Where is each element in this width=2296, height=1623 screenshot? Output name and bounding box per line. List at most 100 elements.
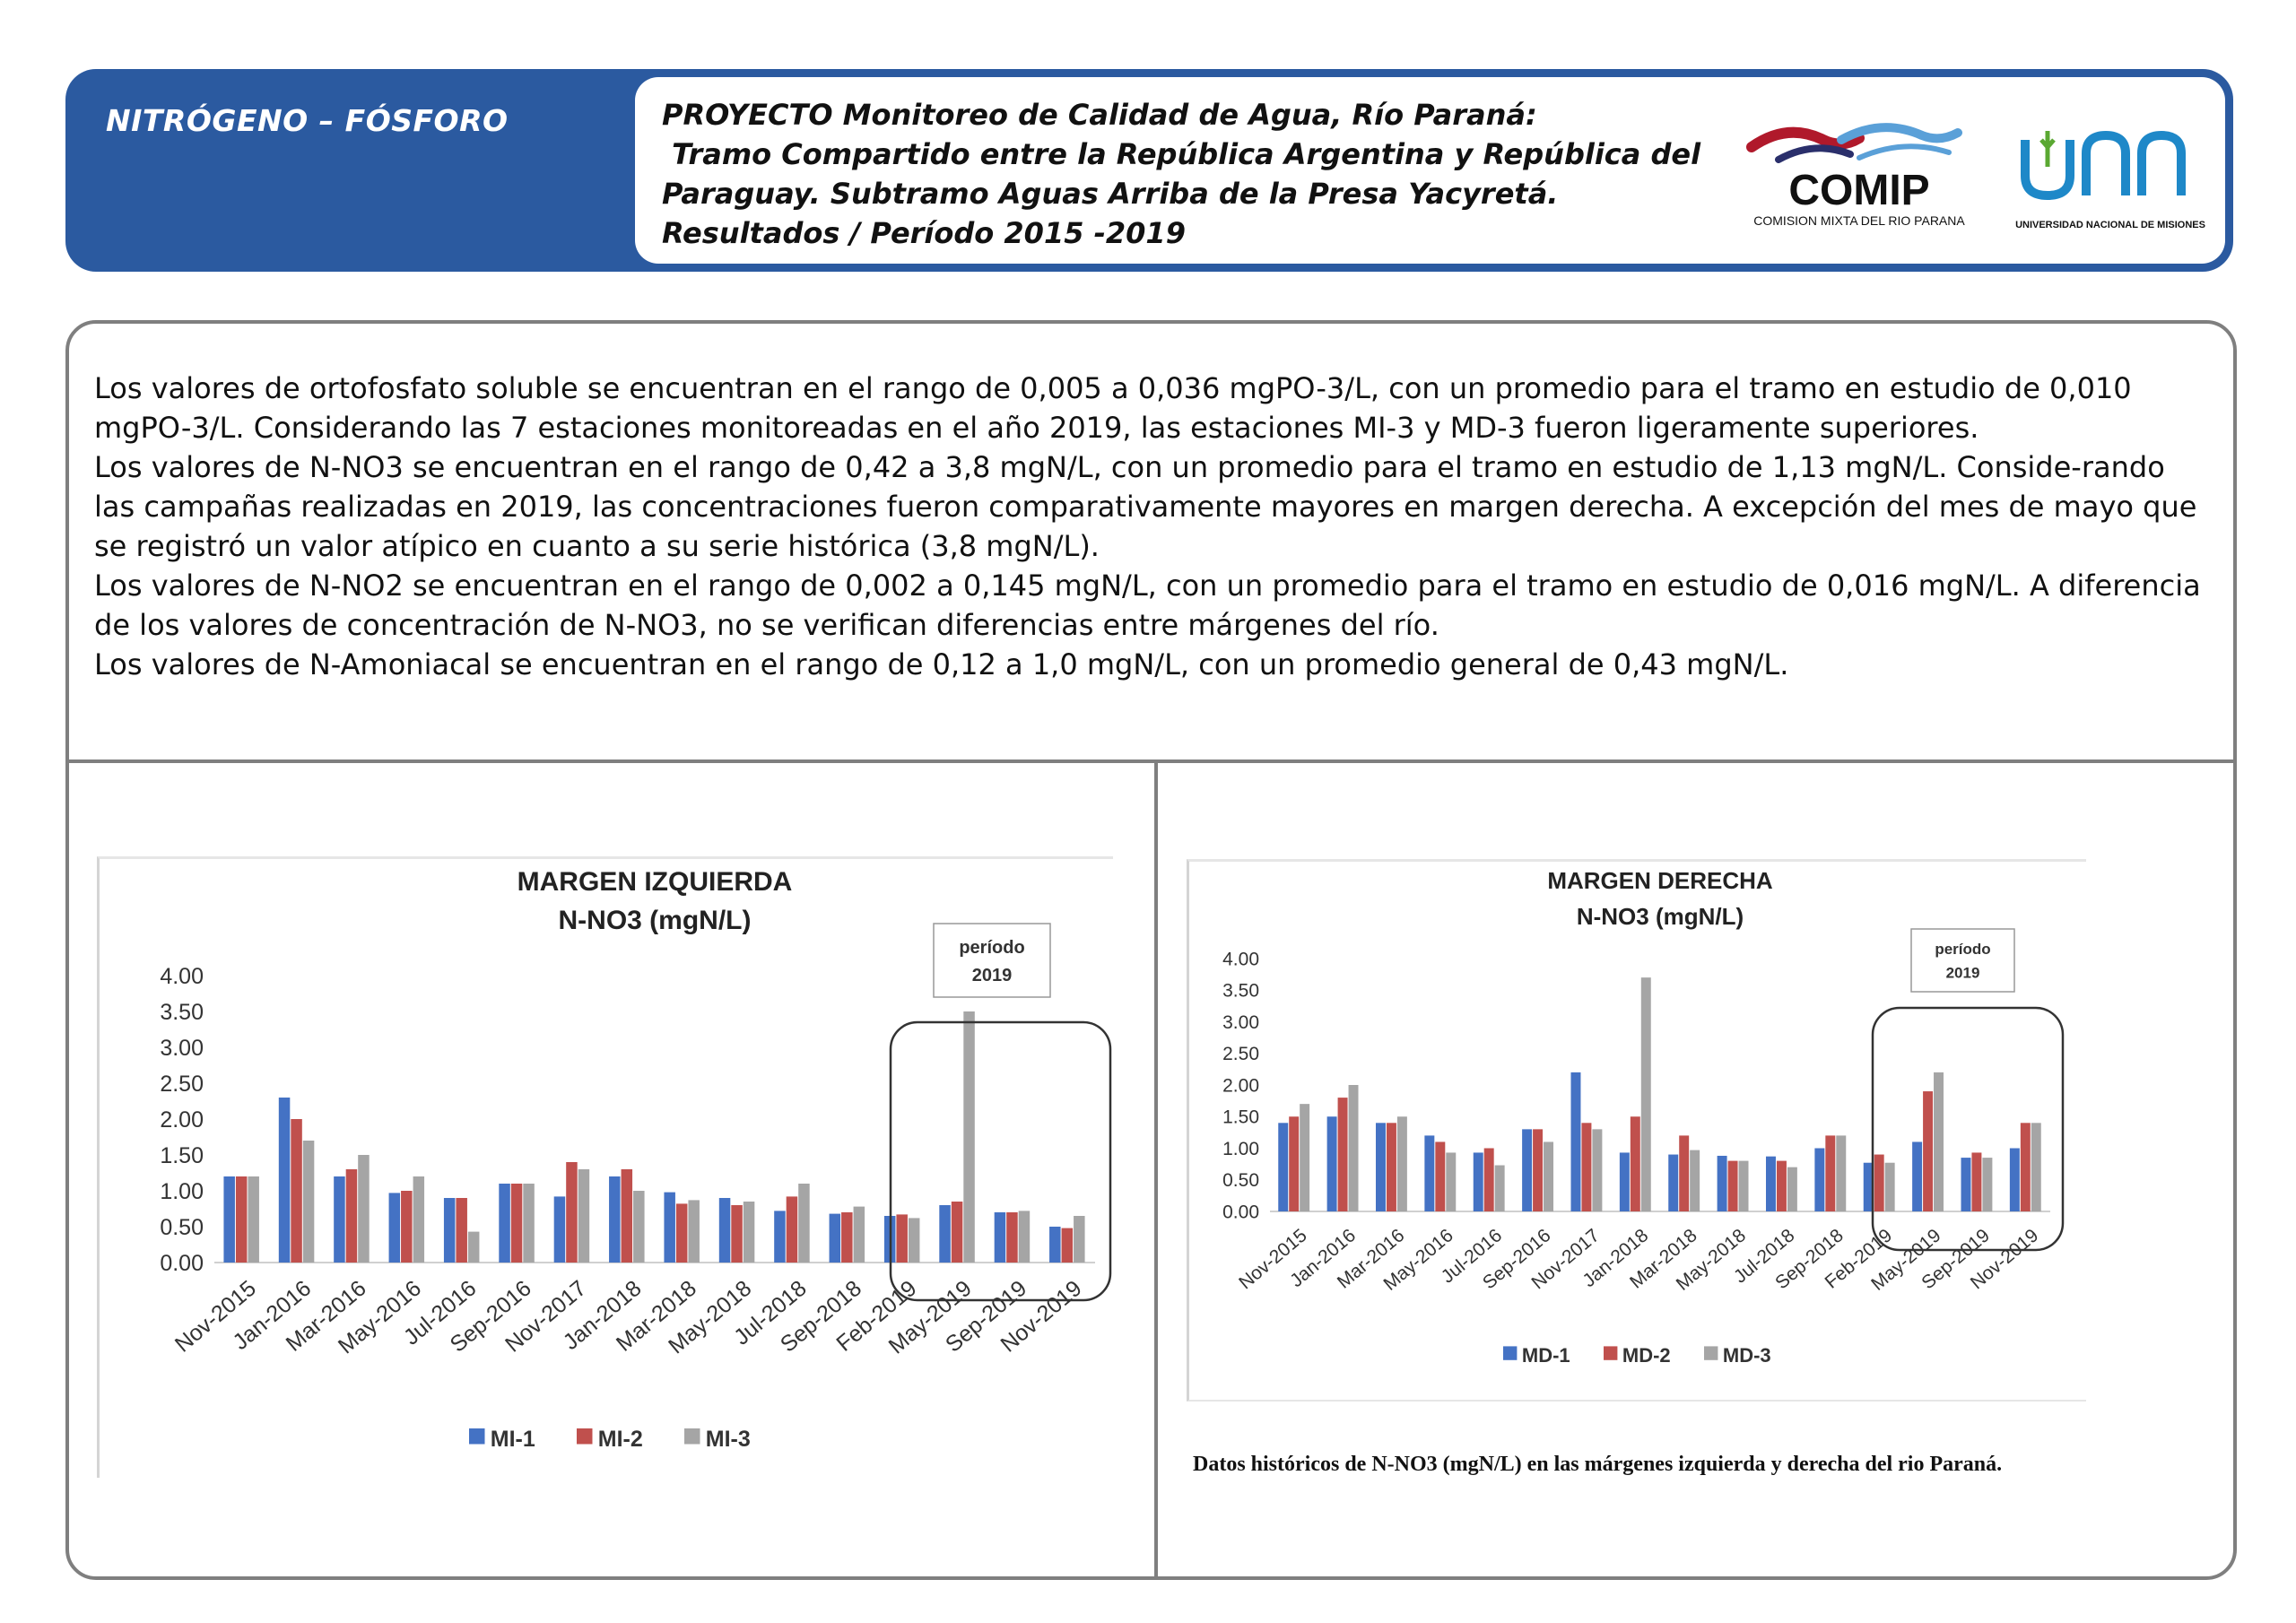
- bar-mi-2: [675, 1203, 688, 1263]
- y-tick-label: 1.00: [1222, 1139, 1259, 1159]
- chart-subtitle: N-NO3 (mgN/L): [559, 906, 752, 935]
- y-tick-label: 2.00: [1222, 1075, 1259, 1096]
- bar-mi-1: [829, 1213, 841, 1263]
- bar-md-3: [1787, 1167, 1797, 1211]
- legend-label: MI-2: [598, 1427, 643, 1452]
- bar-mi-1: [334, 1176, 345, 1263]
- bar-md-2: [1386, 1123, 1396, 1211]
- bar-mi-3: [633, 1191, 645, 1263]
- y-tick-label: 0.50: [1222, 1170, 1259, 1191]
- bar-mi-3: [1074, 1216, 1085, 1263]
- bar-md-3: [1446, 1152, 1457, 1211]
- bar-md-1: [1619, 1152, 1630, 1211]
- bar-mi-2: [566, 1162, 578, 1263]
- bar-mi-2: [401, 1191, 413, 1263]
- bar-mi-2: [841, 1212, 853, 1263]
- paragraph-ortofosfato: Los valores de ortofosfato soluble se en…: [94, 371, 2132, 445]
- bar-md-1: [1765, 1156, 1776, 1211]
- bar-md-2: [1727, 1160, 1738, 1211]
- bar-md-2: [1923, 1091, 1934, 1211]
- bar-md-2: [2020, 1123, 2031, 1211]
- bar-mi-2: [621, 1169, 633, 1263]
- y-tick-label: 0.00: [160, 1251, 204, 1276]
- vertical-divider: [1154, 761, 1158, 1576]
- chart-title: MARGEN IZQUIERDA: [517, 867, 793, 897]
- bar-md-3: [1982, 1158, 1993, 1211]
- y-tick-label: 1.00: [160, 1179, 204, 1204]
- bar-md-3: [1396, 1116, 1407, 1211]
- y-tick-label: 2.50: [160, 1072, 204, 1097]
- y-tick-label: 0.50: [160, 1215, 204, 1240]
- period-2019-note-box: [933, 923, 1051, 998]
- y-tick-label: 4.00: [1222, 949, 1259, 969]
- period-2019-note-box: [1910, 928, 2015, 993]
- bar-md-2: [1483, 1148, 1494, 1211]
- header-band: NITRÓGENO – FÓSFORO PROYECTO Monitoreo d…: [65, 69, 2233, 272]
- chart-margen-izquierda: MARGEN IZQUIERDA N-NO3 (mgN/L) 0.00 0.50 1.0…: [97, 856, 1113, 1478]
- project-title-line: PROYECTO Monitoreo de Calidad de Agua, R…: [662, 98, 1537, 132]
- project-title-line: Resultados / Período 2015 -2019: [662, 216, 1186, 250]
- bar-mi-2: [456, 1198, 467, 1263]
- chart-caption: Datos históricos de N-NO3 (mgN/L) en las…: [1193, 1453, 2003, 1476]
- bar-md-3: [1494, 1165, 1505, 1211]
- y-tick-label: 3.00: [160, 1036, 204, 1061]
- paragraph-amoniacal: Los valores de N-Amoniacal se encuentran…: [94, 647, 1789, 681]
- bar-mi-3: [523, 1184, 535, 1263]
- legend-swatch-mi-3: [684, 1428, 700, 1445]
- paragraph-nno3: Los valores de N-NO3 se encuentran en el…: [94, 450, 2197, 563]
- bar-md-2: [1533, 1129, 1544, 1211]
- y-tick-label: 3.50: [160, 1000, 204, 1025]
- bar-mi-2: [896, 1214, 908, 1263]
- project-title-line: Tramo Compartido entre la República Arge…: [662, 137, 1701, 171]
- bar-md-1: [1961, 1158, 1971, 1211]
- bar-md-2: [1825, 1135, 1836, 1211]
- bar-md-2: [1581, 1123, 1592, 1211]
- horizontal-divider: [69, 759, 2233, 763]
- legend-label: MI-1: [491, 1427, 535, 1452]
- bar-md-1: [1912, 1141, 1923, 1211]
- legend-label: MD-3: [1723, 1344, 1771, 1367]
- bar-mi-3: [688, 1200, 700, 1263]
- bar-mi-3: [1018, 1211, 1031, 1263]
- period-2019-highlight: [889, 1020, 1112, 1302]
- legend-swatch-md-1: [1503, 1346, 1518, 1360]
- bar-mi-2: [731, 1205, 743, 1263]
- bar-mi-1: [388, 1193, 401, 1263]
- bar-mi-2: [1061, 1228, 1074, 1263]
- content-box: Los valores de ortofosfato soluble se en…: [65, 320, 2237, 1580]
- project-title-line: Paraguay. Subtramo Aguas Arriba de la Pr…: [662, 177, 1559, 211]
- bar-md-1: [2009, 1148, 2020, 1211]
- bar-md-3: [1738, 1160, 1749, 1211]
- comip-logo-name: COMIP: [1788, 167, 1929, 214]
- bar-md-3: [2031, 1123, 2041, 1211]
- unam-logo: UNIVERSIDAD NACIONAL DE MISIONES: [2015, 130, 2205, 230]
- legend-label: MD-1: [1522, 1344, 1570, 1367]
- period-2019-highlight: [1871, 1006, 2065, 1252]
- chart-margen-derecha: MARGEN DERECHA N-NO3 (mgN/L) 0.00 0.50 1.00 1…: [1187, 859, 2086, 1402]
- y-tick-label: 0.00: [1222, 1202, 1259, 1222]
- bar-md-2: [1679, 1135, 1690, 1211]
- bar-md-3: [1690, 1150, 1700, 1211]
- bar-md-2: [1630, 1116, 1640, 1211]
- bar-mi-3: [248, 1176, 259, 1263]
- legend-swatch-md-3: [1704, 1346, 1718, 1360]
- bar-mi-2: [291, 1119, 302, 1263]
- y-tick-label: 1.50: [160, 1143, 204, 1168]
- legend-label: MD-2: [1622, 1344, 1671, 1367]
- bar-mi-1: [1049, 1227, 1061, 1263]
- bar-md-3: [1934, 1072, 1944, 1211]
- bar-md-1: [1375, 1123, 1386, 1211]
- comip-logo-subtitle: COMISION MIXTA DEL RIO PARANA: [1753, 213, 1965, 228]
- bar-mi-1: [223, 1176, 235, 1263]
- bar-md-3: [1884, 1162, 1895, 1211]
- bar-mi-3: [798, 1184, 810, 1263]
- y-tick-label: 2.00: [160, 1107, 204, 1133]
- bar-md-3: [1640, 977, 1651, 1211]
- bar-mi-1: [664, 1192, 675, 1263]
- summary-text: Los valores de ortofosfato soluble se en…: [94, 369, 2211, 684]
- paragraph-nno2: Los valores de N-NO2 se encuentran en el…: [94, 568, 2201, 642]
- bar-mi-1: [553, 1196, 566, 1263]
- bar-mi-1: [718, 1198, 731, 1263]
- section-title: NITRÓGENO – FÓSFORO: [106, 103, 509, 138]
- bar-mi-1: [278, 1098, 291, 1263]
